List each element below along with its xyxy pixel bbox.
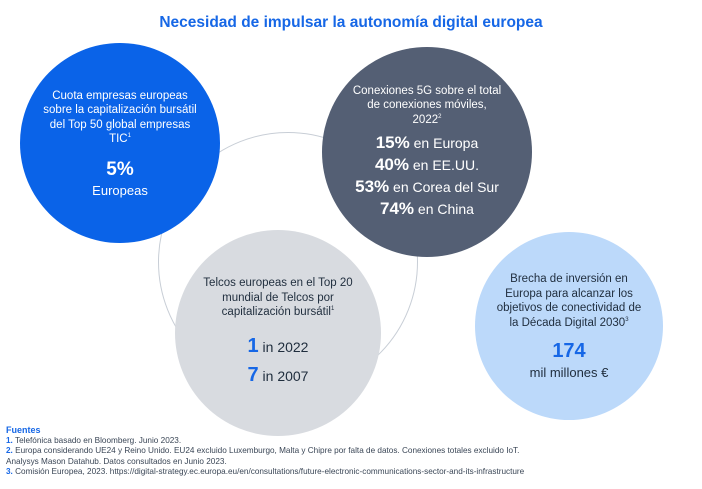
telcos-ranking-text: Telcos europeas en el Top 20 mundial de … <box>203 277 353 319</box>
investment-gap-circle: Brecha de inversión en Europa para alcan… <box>475 232 663 420</box>
stat-value: 15% <box>375 133 410 153</box>
source-item: 1. Telefónica basado en Bloomberg. Junio… <box>6 436 696 447</box>
stat-label: en Europa <box>413 135 479 152</box>
stat-label: en Corea del Sur <box>393 179 499 196</box>
ict-market-share-value: 5% <box>106 158 134 180</box>
stat-line: 1 in 2022 <box>248 332 309 361</box>
stat-label: in 2007 <box>262 367 309 384</box>
telcos-ranking-stats: 1 in 2022 7 in 2007 <box>248 332 309 390</box>
stat-value: 74% <box>380 199 415 219</box>
ict-market-share-circle: Cuota empresas europeas sobre la capital… <box>20 43 220 243</box>
stat-line: 40% en EE.UU. <box>355 154 499 176</box>
footnote-ref: 2 <box>438 113 442 120</box>
footnote-ref: 3 <box>625 316 629 323</box>
ict-market-share-unit: Europeas <box>92 182 148 198</box>
source-number: 2. <box>6 446 13 456</box>
telcos-ranking-circle: Telcos europeas en el Top 20 mundial de … <box>175 230 381 436</box>
source-item: 2. Europa considerando UE24 y Reino Unid… <box>6 446 696 457</box>
ict-market-share-description: Cuota empresas europeas sobre la capital… <box>40 89 200 147</box>
stat-label: in 2022 <box>262 338 309 355</box>
footnote-ref: 1 <box>330 306 335 313</box>
5g-connections-text: Conexiones 5G sobre el total de conexion… <box>352 84 502 126</box>
stat-line: 53% en Corea del Sur <box>355 176 499 198</box>
source-number: 3. <box>6 467 13 477</box>
5g-connections-description: Conexiones 5G sobre el total de conexion… <box>352 84 502 128</box>
investment-gap-value: 174 <box>552 340 586 362</box>
source-text: Analysys Mason Datahub. Datos consultado… <box>6 456 227 466</box>
ict-market-share-text: Cuota empresas europeas sobre la capital… <box>43 89 197 146</box>
stat-line: 74% en China <box>355 198 499 220</box>
source-number: 1. <box>6 435 13 445</box>
source-text: Comisión Europea, 2023. https://digital-… <box>15 467 525 477</box>
stat-value: 7 <box>247 363 259 386</box>
investment-gap-unit: mil millones € <box>529 365 609 380</box>
stat-value: 40% <box>374 155 409 175</box>
stat-value: 1 <box>247 334 259 357</box>
source-item: 3. Comisión Europea, 2023. https://digit… <box>6 467 696 478</box>
telcos-ranking-description: Telcos europeas en el Top 20 mundial de … <box>199 276 357 320</box>
stat-label: en EE.UU. <box>412 157 480 174</box>
page-title: Necesidad de impulsar la autonomía digit… <box>159 14 543 31</box>
sources-footnotes: Fuentes 1. Telefónica basado en Bloomber… <box>6 425 696 478</box>
source-text: Europa considerando UE24 y Reino Unido. … <box>15 446 520 456</box>
stat-value: 53% <box>355 177 390 197</box>
investment-gap-description: Brecha de inversión en Europa para alcan… <box>494 272 644 330</box>
source-text: Telefónica basado en Bloomberg. Junio 20… <box>14 435 182 445</box>
footnote-ref: 1 <box>127 133 131 140</box>
stat-line: 7 in 2007 <box>248 361 309 390</box>
5g-connections-stats: 15% en Europa 40% en EE.UU. 53% en Corea… <box>355 132 499 220</box>
stat-line: 15% en Europa <box>355 132 499 154</box>
investment-gap-text: Brecha de inversión en Europa para alcan… <box>496 273 642 329</box>
5g-connections-circle: Conexiones 5G sobre el total de conexion… <box>322 47 532 257</box>
sources-heading: Fuentes <box>6 425 41 435</box>
stat-label: en China <box>417 201 474 218</box>
source-item: Analysys Mason Datahub. Datos consultado… <box>6 457 696 468</box>
